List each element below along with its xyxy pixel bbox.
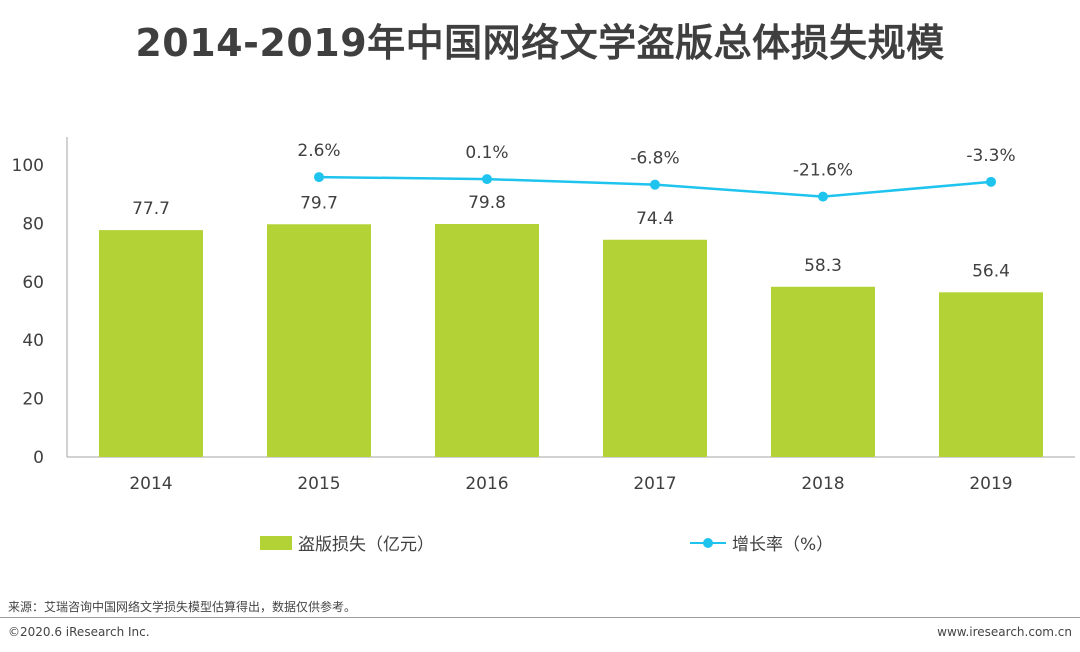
y-tick-label: 0 <box>33 448 44 468</box>
growth-rate-point <box>986 176 996 187</box>
footer-divider <box>0 617 1080 618</box>
growth-rate-point <box>482 174 492 185</box>
x-tick-label: 2017 <box>633 474 676 494</box>
growth-rate-point <box>650 179 660 190</box>
y-tick-label: 20 <box>22 390 44 410</box>
bar <box>939 292 1043 457</box>
y-tick-label: 60 <box>22 273 44 293</box>
x-tick-label: 2018 <box>801 474 844 494</box>
growth-rate-label: 0.1% <box>465 143 508 163</box>
y-tick-label: 40 <box>22 331 44 351</box>
chart-title: 2014-2019年中国网络文学盗版总体损失规模 <box>135 21 945 65</box>
bar <box>99 230 203 457</box>
bar-value-label: 58.3 <box>804 256 842 276</box>
legend-bar-swatch <box>260 535 292 550</box>
growth-rate-label: -21.6% <box>793 161 853 181</box>
legend-line-swatch <box>690 536 726 550</box>
bar-value-label: 79.8 <box>468 193 506 213</box>
growth-rate-point <box>314 172 324 183</box>
y-tick-label: 100 <box>12 156 44 176</box>
legend-line: 增长率（%） <box>690 530 833 555</box>
bar <box>435 223 539 457</box>
bar <box>603 239 707 457</box>
x-tick-label: 2016 <box>465 474 508 494</box>
bar <box>771 286 875 457</box>
bar-value-label: 79.7 <box>300 193 338 213</box>
legend-bar-label: 盗版损失（亿元） <box>298 535 434 555</box>
website-url: www.iresearch.com.cn <box>937 625 1072 639</box>
x-tick-label: 2015 <box>297 474 340 494</box>
bar-value-label: 74.4 <box>636 209 674 229</box>
bar-value-label: 56.4 <box>972 261 1010 281</box>
growth-rate-label: -3.3% <box>966 146 1015 166</box>
bar <box>267 224 371 457</box>
legend-line-label: 增长率（%） <box>732 535 834 555</box>
x-tick-label: 2019 <box>969 474 1012 494</box>
copyright: ©2020.6 iResearch Inc. <box>8 625 150 639</box>
bar-value-label: 77.7 <box>132 199 170 219</box>
growth-rate-label: -6.8% <box>630 149 679 169</box>
y-tick-label: 80 <box>22 214 44 234</box>
legend-bar: 盗版损失（亿元） <box>260 530 434 555</box>
source-note: 来源：艾瑞咨询中国网络文学损失模型估算得出，数据仅供参考。 <box>8 600 357 614</box>
growth-rate-point <box>818 191 828 202</box>
x-tick-label: 2014 <box>129 474 172 494</box>
growth-rate-label: 2.6% <box>297 141 340 161</box>
